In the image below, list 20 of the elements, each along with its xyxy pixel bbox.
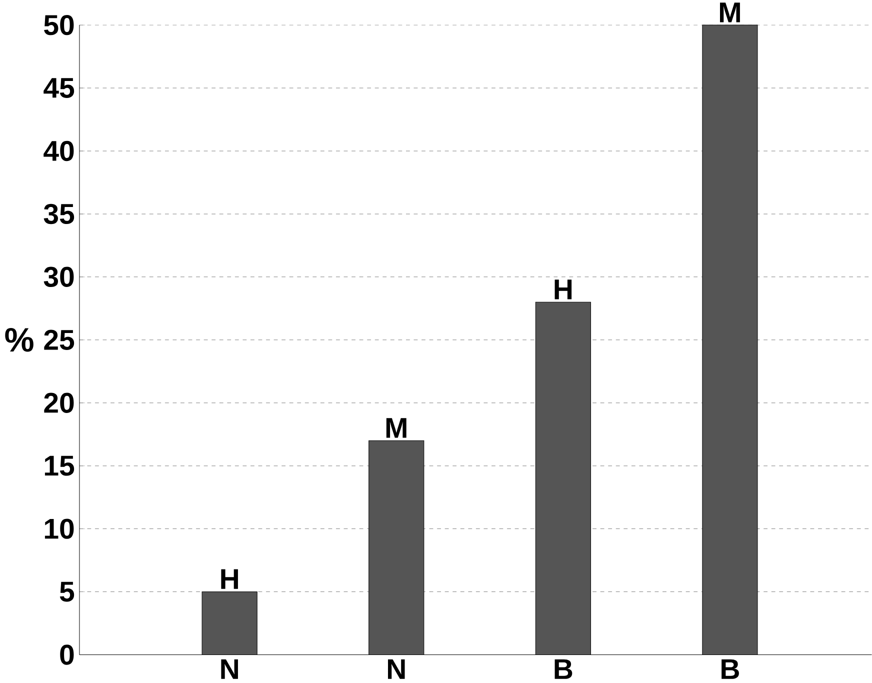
y-tick-label: 15 [44, 456, 74, 476]
y-tick-label: 30 [44, 266, 74, 287]
y-tick-label: 5 [60, 582, 74, 602]
x-tick-label: N [221, 659, 238, 679]
x-tick-label: B [722, 659, 739, 679]
annotation: H [221, 569, 238, 589]
y-tick-label: 25 [44, 330, 74, 350]
y-tick-label: 20 [44, 392, 74, 413]
y-tick-label: 10 [44, 518, 74, 539]
text: M [720, 2, 740, 22]
y-axis-title: % [5, 328, 34, 352]
x-tick-label: N [388, 659, 405, 679]
y-tick-label: 45 [44, 78, 74, 98]
y-tick-label: 35 [44, 204, 74, 224]
y-tick-label: 40 [44, 140, 74, 161]
annotation: H [554, 280, 572, 300]
annotation: M [386, 418, 406, 438]
y-tick-label: 0 [60, 644, 74, 665]
y-tick-label: 50 [44, 14, 74, 36]
x-tick-label: B [554, 659, 572, 679]
